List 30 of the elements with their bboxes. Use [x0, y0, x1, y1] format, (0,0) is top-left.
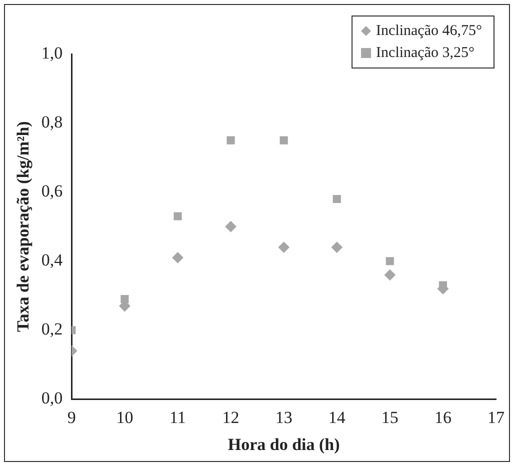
- point: [225, 221, 236, 232]
- y-tick-label: 0,4: [41, 250, 64, 270]
- point: [386, 257, 394, 266]
- point: [331, 242, 342, 253]
- y-tick-label: 1,0: [41, 43, 63, 62]
- x-tick-label: 16: [434, 408, 452, 427]
- x-tick-label: 15: [381, 408, 398, 427]
- y-tick-label: 0,8: [41, 112, 63, 132]
- x-tick-label: 11: [170, 408, 186, 427]
- point: [384, 269, 396, 280]
- point: [226, 136, 235, 144]
- x-tick-label: 17: [488, 408, 505, 427]
- x-tick-label: 13: [275, 408, 292, 427]
- y-tick-label: 0,0: [41, 388, 63, 408]
- point: [120, 295, 129, 304]
- point: [280, 136, 288, 144]
- legend-label: Inclinação 46,75°: [376, 22, 482, 39]
- point: [278, 242, 290, 253]
- x-axis-title: Hora do dia (h): [228, 435, 340, 454]
- x-tick-label: 14: [328, 408, 346, 427]
- point: [172, 252, 184, 264]
- y-tick-label: 0,6: [41, 182, 63, 201]
- y-tick-label: 0,2: [41, 320, 63, 339]
- point: [174, 212, 182, 220]
- legend-label: Inclinação 3,25°: [376, 44, 475, 61]
- x-tick-label: 12: [222, 408, 240, 427]
- y-axis-title: Taxa de evaporação (kg/m²h): [14, 121, 33, 332]
- point: [332, 194, 341, 204]
- x-tick-label: 10: [116, 408, 134, 427]
- x-tick-label: 9: [67, 408, 76, 427]
